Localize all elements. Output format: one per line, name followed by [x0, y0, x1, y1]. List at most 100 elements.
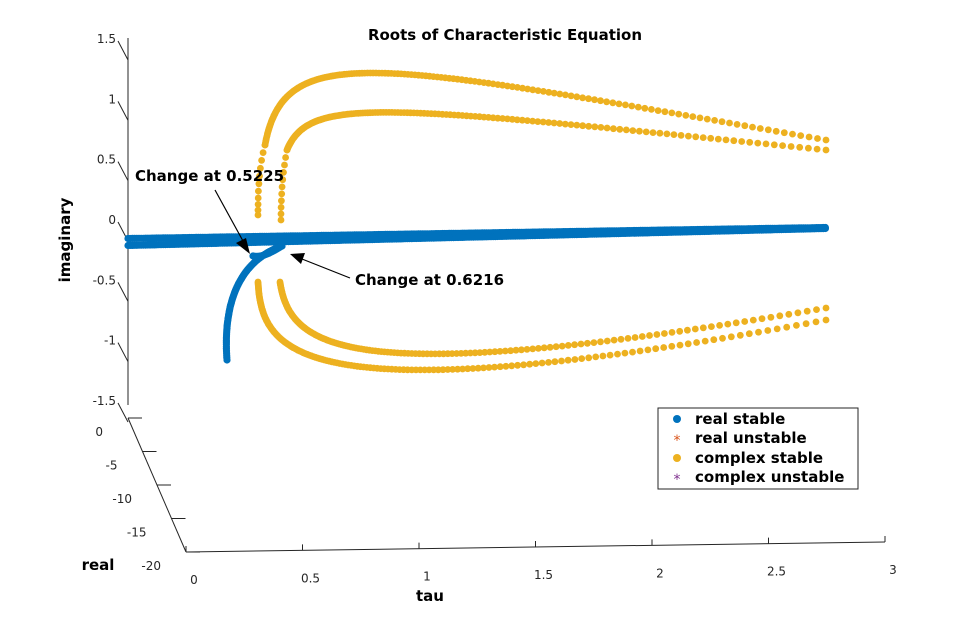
point-complex-stable	[514, 361, 521, 369]
point-complex-stable	[779, 142, 786, 150]
point-complex-stable	[727, 333, 735, 341]
point-complex-stable	[708, 323, 715, 330]
y-tick-label: -20	[141, 559, 161, 573]
point-complex-stable	[529, 117, 536, 125]
z-tick-label: -0.5	[93, 273, 116, 287]
z-tick-label: 0.5	[97, 153, 116, 167]
point-complex-stable	[261, 141, 269, 149]
point-complex-stable	[571, 356, 579, 363]
point-complex-stable	[787, 143, 795, 150]
y-tick-label: -15	[127, 526, 147, 540]
point-complex-stable	[644, 346, 652, 354]
z-tick-slant	[117, 40, 129, 61]
point-complex-stable	[770, 141, 778, 149]
annotation-2-label: Change at 0.6216	[355, 271, 504, 289]
annotation-1-arrow-line	[214, 189, 244, 242]
point-complex-stable	[652, 345, 660, 353]
point-complex-stable	[614, 350, 621, 358]
point-complex-stable	[822, 146, 830, 154]
point-complex-stable	[254, 194, 262, 202]
z-tick-slant	[117, 282, 129, 302]
legend-label-complex-unstable: complex unstable	[695, 468, 844, 486]
point-complex-stable	[512, 346, 520, 354]
point-complex-stable	[668, 109, 676, 117]
point-complex-stable	[668, 329, 676, 336]
point-complex-stable	[773, 325, 781, 333]
point-complex-stable	[749, 123, 756, 131]
legend-entry-real-stable: real stable	[673, 410, 785, 428]
point-complex-stable	[736, 331, 744, 339]
y-axis-label: real	[82, 556, 115, 574]
x-tick-label: 3	[889, 563, 897, 577]
point-complex-stable	[578, 355, 586, 362]
point-complex-stable	[597, 124, 605, 131]
point-complex-stable	[692, 133, 700, 141]
point-complex-stable	[579, 122, 587, 130]
point-complex-stable	[584, 339, 591, 347]
point-complex-stable	[476, 349, 484, 356]
point-complex-stable	[701, 337, 709, 345]
point-complex-stable	[502, 362, 510, 370]
point-complex-stable	[722, 136, 730, 144]
point-complex-stable	[642, 128, 650, 136]
point-complex-stable	[677, 132, 685, 139]
point-complex-stable	[764, 126, 772, 134]
legend-entry-complex-unstable: * complex unstable	[674, 468, 845, 488]
point-complex-stable	[258, 157, 265, 164]
point-complex-stable	[661, 330, 668, 337]
point-complex-stable	[603, 98, 610, 106]
x-tick-label: 0.5	[301, 571, 320, 585]
point-complex-stable	[469, 365, 477, 372]
annotation-2-arrow-line	[301, 258, 351, 279]
point-complex-stable	[459, 365, 466, 373]
point-complex-stable	[653, 331, 661, 338]
x-tick-label: 2	[656, 566, 664, 580]
point-complex-stable	[496, 363, 504, 371]
point-complex-stable	[685, 132, 692, 140]
point-complex-stable	[714, 135, 722, 143]
point-complex-stable	[696, 114, 704, 122]
point-complex-stable	[648, 106, 655, 113]
point-complex-stable	[796, 143, 804, 151]
z-tick-slant	[117, 101, 129, 121]
point-complex-stable	[254, 211, 262, 219]
point-complex-stable	[556, 90, 564, 98]
point-complex-stable	[551, 358, 559, 366]
point-complex-stable	[481, 348, 489, 356]
point-complex-stable	[636, 347, 644, 355]
point-complex-stable	[281, 161, 288, 169]
point-complex-stable	[507, 347, 514, 355]
z-tick-slant	[117, 161, 129, 181]
point-complex-stable	[564, 342, 572, 349]
y-tick-label: 0	[95, 425, 103, 439]
legend-entry-real-unstable: * real unstable	[674, 429, 807, 449]
point-complex-stable	[745, 330, 753, 338]
point-complex-stable	[494, 114, 502, 122]
point-complex-stable	[591, 96, 598, 104]
point-complex-stable	[762, 140, 770, 148]
point-complex-stable	[590, 339, 598, 346]
point-complex-stable	[628, 102, 636, 110]
point-complex-stable	[509, 83, 516, 91]
point-complex-stable	[591, 123, 599, 131]
point-complex-stable	[813, 306, 820, 313]
point-complex-stable	[812, 318, 820, 326]
point-complex-stable	[606, 351, 614, 359]
chart-title: Roots of Characteristic Equation	[368, 26, 642, 44]
point-complex-stable	[654, 107, 662, 114]
point-complex-stable	[716, 322, 723, 329]
point-complex-stable	[789, 130, 796, 138]
point-complex-stable	[638, 333, 646, 340]
point-complex-stable	[693, 339, 700, 346]
point-complex-stable	[524, 117, 531, 124]
point-complex-stable	[278, 183, 286, 191]
point-complex-stable	[805, 144, 812, 152]
point-complex-stable	[754, 139, 762, 147]
point-complex-stable	[610, 336, 618, 344]
z-tick-label: -1.5	[93, 394, 116, 408]
point-complex-stable	[283, 146, 291, 154]
tick-labels: 0 0.5 1 1.5 2 2.5 3 0 -5 -10 -15 -20 1.5 1 0.5 0 -0.5 -1 -…	[93, 32, 897, 587]
point-complex-stable	[670, 131, 678, 139]
point-complex-stable	[599, 352, 607, 360]
